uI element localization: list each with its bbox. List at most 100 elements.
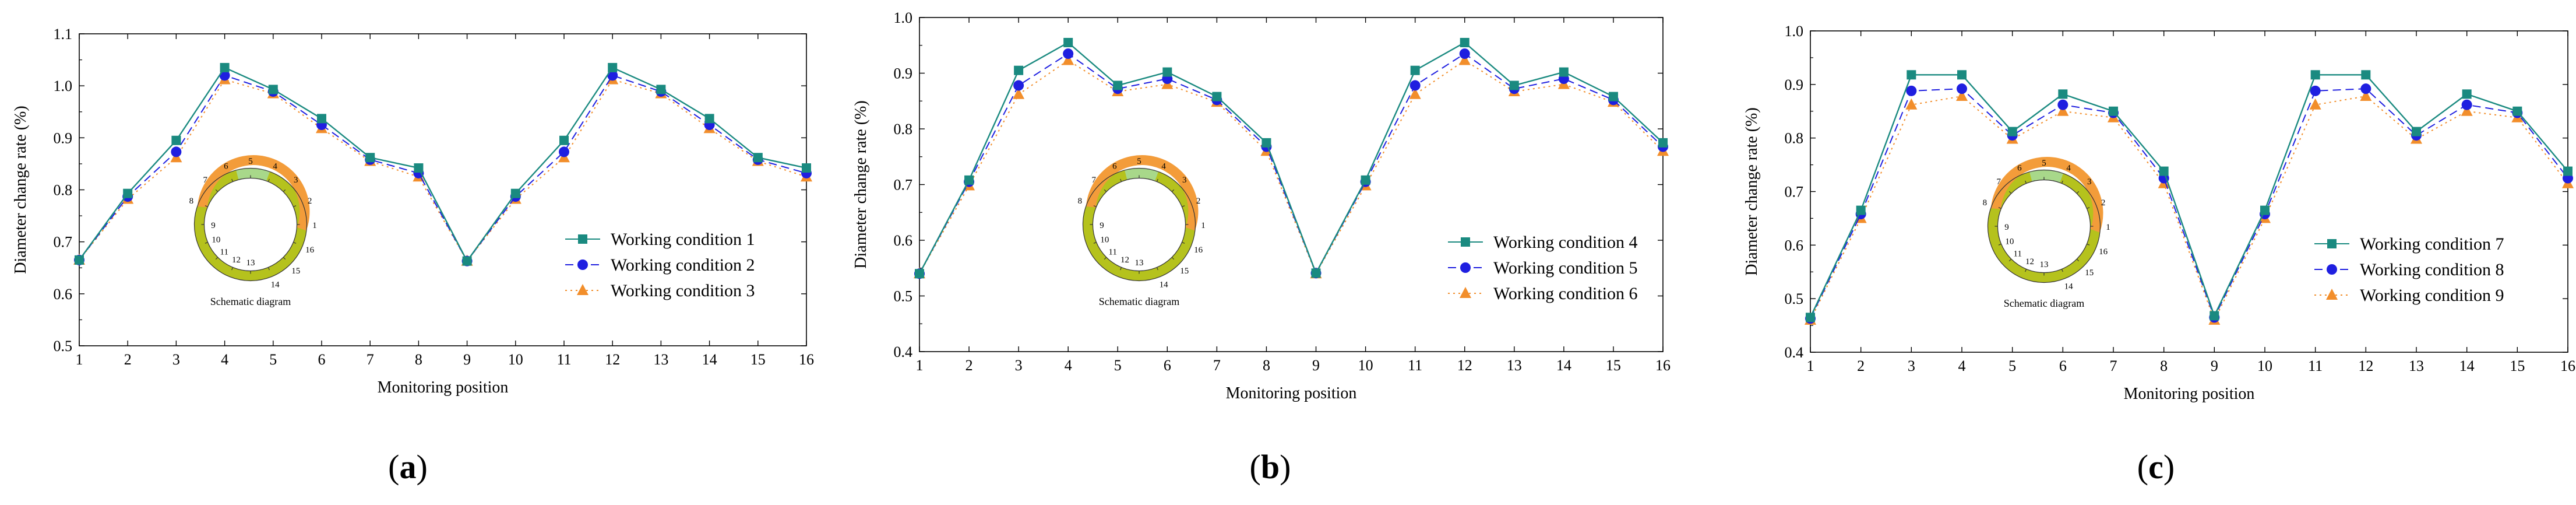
data-point-series-1: [171, 135, 181, 145]
data-point-series-1: [123, 188, 133, 198]
ring-position-label: 3: [2087, 177, 2092, 187]
data-point-series-3: [1458, 54, 1471, 65]
y-tick-label: 0.5: [1785, 290, 1804, 307]
chart-panel-c: 0.40.50.60.70.80.91.01 2 3 4 5 6 7 8 9 10 11 12 13 14…: [1743, 23, 2575, 486]
x-tick-label: 10: [2257, 357, 2272, 374]
ring-position-label: 2: [308, 197, 312, 206]
data-point-series-2: [171, 146, 182, 157]
ring-position-label: 2: [1196, 197, 1201, 206]
legend-marker: [577, 284, 589, 295]
legend-entry: Working condition 4: [1493, 233, 1638, 252]
ring-position-label: 4: [273, 162, 277, 171]
y-axis-label: Diameter change rate (%): [852, 100, 870, 268]
panel-label: (a): [388, 448, 428, 486]
ring-position-label: 7: [1091, 176, 1096, 185]
ring-orange-segment: [1086, 155, 1199, 231]
series-line-1: [79, 66, 807, 262]
ring-position-label: 16: [305, 246, 315, 255]
x-tick-label: 14: [2459, 357, 2475, 374]
series-line-1: [1809, 74, 2568, 318]
x-tick-label: 6: [2059, 357, 2067, 374]
y-tick-label: 0.9: [1785, 76, 1804, 93]
x-tick-label: 9: [1312, 357, 1320, 374]
x-tick-label: 14: [1556, 357, 1571, 374]
ring-position-label: 13: [246, 258, 255, 268]
ring-position-label: 14: [2064, 282, 2074, 292]
x-tick-label: 15: [2510, 357, 2525, 374]
data-point-series-1: [1361, 175, 1370, 185]
data-point-series-3: [2360, 90, 2372, 101]
y-axis-label: Diameter change rate (%): [1743, 107, 1761, 275]
data-point-series-1: [2462, 89, 2472, 99]
data-point-series-1: [2159, 166, 2169, 176]
panel-letter: b: [1261, 448, 1280, 486]
data-point-series-1: [2412, 127, 2421, 136]
legend: Working condition 7 Working condition 8 Wo…: [2314, 234, 2504, 305]
ring-position-label: 11: [2014, 249, 2022, 258]
data-point-series-2: [559, 146, 569, 157]
y-tick-label: 0.8: [54, 182, 73, 199]
x-tick-label: 13: [2409, 357, 2424, 374]
x-tick-label: 10: [1358, 357, 1373, 374]
ring-position-label: 9: [1100, 221, 1104, 230]
data-point-series-1: [2007, 127, 2017, 136]
x-tick-label: 6: [318, 351, 326, 368]
data-point-series-1: [365, 153, 375, 163]
ring-green-segment: [2029, 170, 2064, 183]
ring-position-label: 3: [294, 176, 298, 185]
data-point-series-1: [704, 114, 714, 124]
data-point-series-1: [559, 135, 569, 145]
x-tick-label: 15: [1606, 357, 1621, 374]
data-point-series-1: [802, 163, 811, 173]
ring-position-label: 15: [1180, 266, 1189, 276]
ring-position-label: 15: [2085, 268, 2094, 278]
data-point-series-1: [1162, 67, 1172, 77]
x-tick-label: 4: [1065, 357, 1072, 374]
x-tick-label: 1: [76, 351, 83, 368]
y-tick-label: 0.4: [894, 343, 913, 360]
data-point-series-1: [1311, 268, 1321, 278]
series-line-3: [919, 59, 1664, 275]
data-point-series-1: [2109, 106, 2118, 116]
x-tick-label: 7: [1213, 357, 1221, 374]
ring-position-label: 1: [1201, 221, 1206, 230]
data-point-series-1: [1063, 37, 1073, 47]
x-axis-label: Monitoring position: [1226, 384, 1357, 402]
x-tick-label: 5: [2008, 357, 2016, 374]
ring-position-label: 11: [1109, 247, 1117, 257]
x-tick-label: 16: [1655, 357, 1671, 374]
data-point-series-1: [753, 153, 763, 163]
x-tick-label: 10: [508, 351, 523, 368]
ring-position-label: 15: [291, 266, 300, 276]
ring-position-label: 7: [203, 176, 207, 185]
data-point-series-1: [2058, 89, 2068, 99]
data-point-series-1: [656, 85, 666, 94]
ring-position-label: 3: [1182, 176, 1187, 185]
x-tick-label: 16: [799, 351, 814, 368]
data-point-series-1: [1509, 80, 1519, 90]
x-tick-label: 5: [1114, 357, 1122, 374]
x-tick-label: 7: [367, 351, 374, 368]
x-tick-label: 2: [124, 351, 132, 368]
legend-entry: Working condition 8: [2360, 260, 2504, 279]
data-point-series-3: [1013, 87, 1025, 99]
series-line-3: [1810, 95, 2568, 322]
y-tick-label: 0.9: [54, 129, 73, 146]
y-tick-label: 0.5: [894, 288, 913, 305]
ring-position-label: 14: [271, 280, 280, 290]
ring-position-label: 6: [2017, 163, 2022, 173]
y-tick-label: 0.7: [54, 234, 73, 251]
series-line-1: [918, 41, 1664, 275]
ring-position-label: 6: [1112, 162, 1117, 171]
data-point-series-3: [2309, 98, 2321, 110]
data-point-series-1: [2209, 311, 2219, 321]
x-tick-label: 6: [1164, 357, 1171, 374]
ring-position-label: 10: [2005, 237, 2014, 246]
data-point-series-2: [1906, 85, 1917, 96]
legend-entry: Working condition 2: [611, 255, 755, 275]
data-point-series-2: [2057, 99, 2068, 110]
series-line-2: [1810, 88, 2568, 319]
x-tick-label: 3: [172, 351, 180, 368]
